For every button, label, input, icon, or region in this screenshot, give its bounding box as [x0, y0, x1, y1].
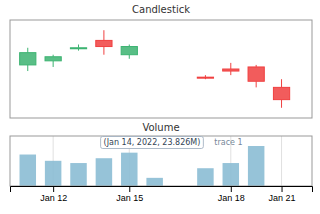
x-axis: Jan 12 Jan 15 Jan 18 Jan 21: [11, 186, 313, 203]
candle-body: [273, 87, 289, 99]
candle-body: [197, 77, 213, 78]
lower-wick: [281, 100, 282, 108]
candle: [96, 30, 112, 54]
tick-label: Jan 12: [40, 193, 67, 203]
tick-mark: [129, 186, 130, 192]
bar: [223, 163, 239, 186]
candle-body: [223, 69, 239, 71]
bar: [70, 163, 86, 186]
candle: [248, 65, 264, 87]
bar: [248, 146, 264, 186]
upper-wick: [103, 30, 104, 40]
bar: [146, 178, 162, 186]
grid-line: [281, 136, 282, 186]
candle: [273, 79, 289, 108]
x-tick: Jan 12: [40, 186, 67, 203]
title: Volume: [142, 122, 179, 133]
tooltip: (Jan 14, 2022, 23.826M): [101, 137, 204, 149]
tick-label: Jan 18: [218, 193, 245, 203]
bar: [96, 158, 112, 186]
candle-body: [248, 67, 264, 81]
lower-wick: [27, 65, 28, 71]
bars: [20, 146, 265, 186]
candle-body: [121, 47, 137, 55]
lower-wick: [256, 81, 257, 87]
candle: [121, 45, 137, 59]
axis-line: [11, 187, 313, 193]
lower-wick: [103, 47, 104, 55]
candle-body: [96, 40, 112, 46]
candle-body: [70, 48, 86, 49]
bar: [121, 153, 137, 186]
chart: Candlestick Volume Jan 12 Jan 15 Jan 18 Jan 2…: [0, 0, 320, 214]
x-tick: Jan 15: [116, 186, 143, 203]
plot-frame: [10, 136, 312, 186]
lower-wick: [129, 55, 130, 59]
bar: [197, 168, 213, 186]
tick-label: Jan 21: [269, 193, 296, 203]
lower-wick: [53, 61, 54, 67]
candle: [70, 45, 86, 51]
lower-wick: [230, 71, 231, 75]
tick-mark: [53, 186, 54, 192]
tick-mark: [231, 186, 232, 192]
candle: [197, 75, 213, 79]
tooltip-box: [101, 137, 204, 149]
x-tick: Jan 18: [218, 186, 245, 203]
candle-body: [20, 53, 36, 65]
upper-wick: [27, 48, 28, 53]
candle: [20, 48, 36, 71]
candles: [20, 30, 290, 108]
upper-wick: [230, 63, 231, 69]
candle: [223, 63, 239, 75]
title: Candlestick: [132, 4, 190, 15]
annotation: trace 1: [214, 138, 242, 147]
bar: [45, 161, 61, 186]
bar: [20, 155, 36, 186]
candle-body: [45, 57, 61, 61]
x-tick: Jan 21: [269, 186, 296, 203]
plot-frame: [10, 20, 312, 118]
tick-label: Jan 15: [116, 193, 143, 203]
annotation: (Jan 14, 2022, 23.826M): [104, 138, 201, 147]
grid: [53, 136, 281, 186]
upper-wick: [281, 79, 282, 87]
candle: [45, 55, 61, 67]
tick-mark: [282, 186, 283, 192]
